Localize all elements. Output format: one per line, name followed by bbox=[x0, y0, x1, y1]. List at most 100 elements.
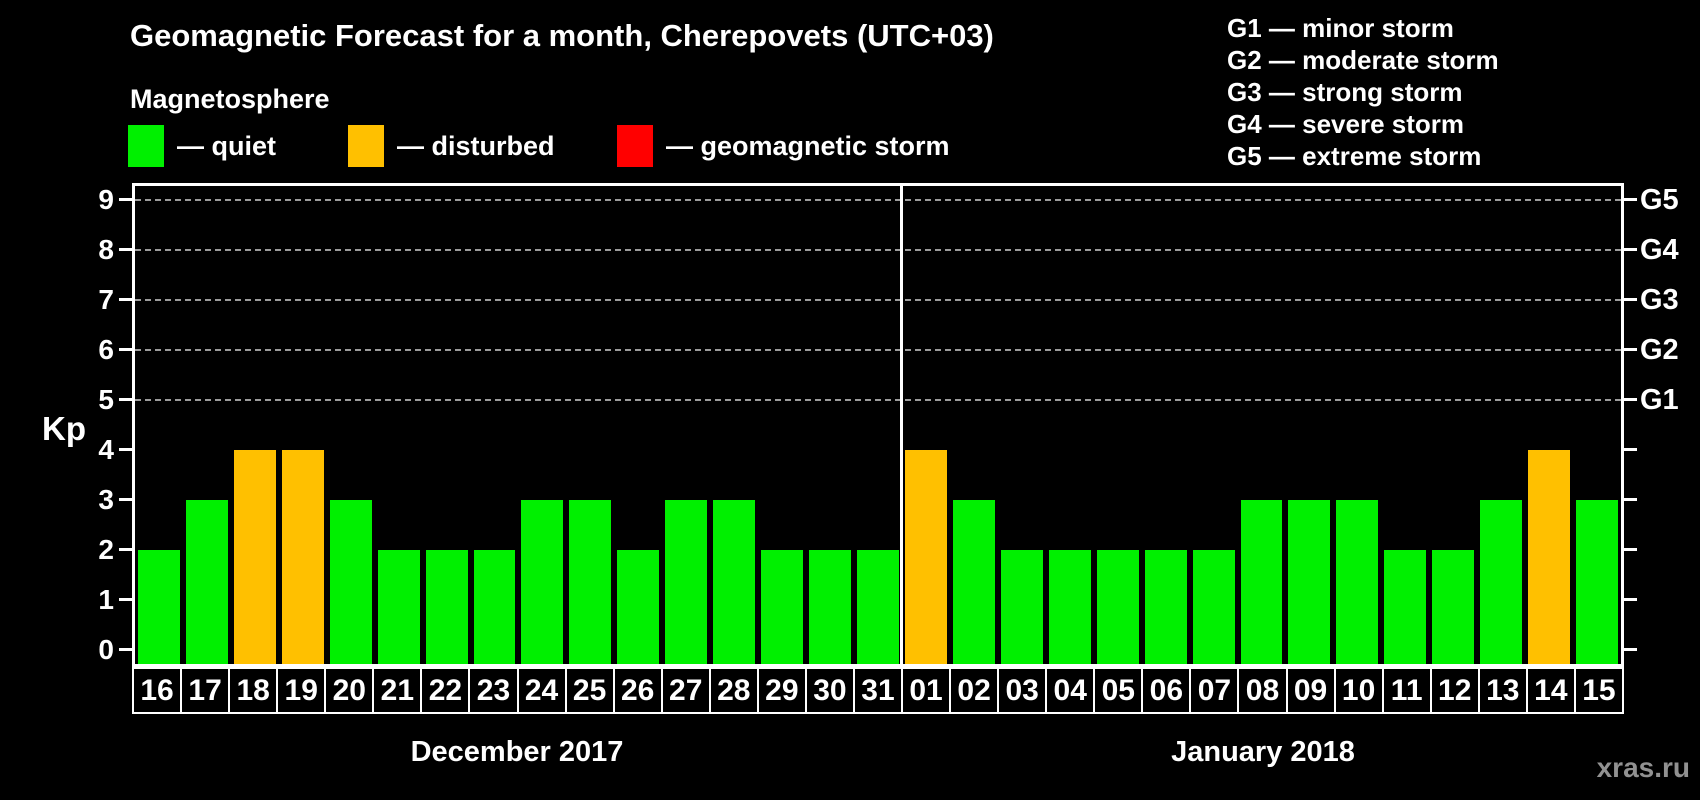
legend-swatch-quiet bbox=[128, 125, 164, 167]
day-label-cell: 24 bbox=[519, 669, 567, 712]
kp-bar bbox=[233, 450, 276, 664]
kp-bar bbox=[281, 450, 324, 664]
y-tick-left bbox=[119, 448, 132, 451]
day-label-cell: 03 bbox=[999, 669, 1048, 712]
y-tick-right bbox=[1624, 248, 1637, 251]
kp-bar bbox=[1288, 500, 1331, 664]
legend-swatch-storm bbox=[617, 125, 653, 167]
day-label-cell: 04 bbox=[1047, 669, 1096, 712]
magnetosphere-label: Magnetosphere bbox=[130, 84, 330, 114]
legend-label-storm: — geomagnetic storm bbox=[666, 130, 950, 161]
kp-bar bbox=[1240, 500, 1283, 664]
y-axis-label: 3 bbox=[98, 484, 114, 515]
gridline-kp9 bbox=[135, 199, 1621, 201]
kp-bar bbox=[809, 550, 852, 664]
day-label-cell: 20 bbox=[326, 669, 375, 712]
y-axis-label: 6 bbox=[98, 334, 114, 365]
month-label-january: January 2018 bbox=[1171, 736, 1355, 768]
storm-scale-item: G3 — strong storm bbox=[1227, 77, 1463, 107]
kp-bar bbox=[1528, 450, 1571, 664]
y-tick-right bbox=[1624, 648, 1637, 651]
day-label-cell: 26 bbox=[615, 669, 663, 712]
kp-bar bbox=[1336, 500, 1379, 664]
chart-title: Geomagnetic Forecast for a month, Cherep… bbox=[130, 18, 994, 53]
y-tick-left bbox=[119, 548, 132, 551]
day-label-cell: 27 bbox=[663, 669, 711, 712]
g-level-label-g3: G3 bbox=[1640, 284, 1679, 316]
day-label-cell: 15 bbox=[1582, 673, 1616, 707]
gridline-kp6 bbox=[135, 349, 1621, 351]
day-label-cell: 25 bbox=[567, 669, 615, 712]
day-axis-row: 16 17 18 19 20 21 22 23 24 25 26 27 28 29 30 31 01 02 03 04… bbox=[132, 667, 1624, 714]
day-label-cell: 02 bbox=[951, 669, 1000, 712]
y-tick-right bbox=[1624, 398, 1637, 401]
legend-label-quiet: — quiet bbox=[177, 130, 276, 161]
storm-scale-item: G1 — minor storm bbox=[1227, 13, 1454, 43]
kp-bar bbox=[473, 550, 516, 664]
y-tick-left bbox=[119, 198, 132, 201]
kp-bar bbox=[665, 500, 708, 664]
legend-swatch-disturbed bbox=[348, 125, 384, 167]
y-tick-right bbox=[1624, 198, 1637, 201]
y-tick-left bbox=[119, 298, 132, 301]
day-label-cell: 19 bbox=[278, 669, 327, 712]
y-tick-left bbox=[119, 398, 132, 401]
day-label-cell: 11 bbox=[1384, 669, 1432, 712]
day-label-cell: 08 bbox=[1239, 669, 1288, 712]
day-label-cell: 13 bbox=[1480, 669, 1528, 712]
kp-bar bbox=[185, 500, 228, 664]
storm-scale-legend: G1 — minor storm G2 — moderate storm G3 — … bbox=[1227, 12, 1499, 172]
kp-bar bbox=[569, 500, 612, 664]
plot-area bbox=[132, 183, 1624, 667]
day-label-cell: 07 bbox=[1191, 669, 1240, 712]
day-label-cell: 23 bbox=[470, 669, 519, 712]
y-tick-left bbox=[119, 248, 132, 251]
kp-bar bbox=[713, 500, 756, 664]
day-label-cell: 28 bbox=[711, 669, 759, 712]
day-label-cell: 30 bbox=[807, 669, 855, 712]
kp-bar bbox=[1480, 500, 1523, 664]
y-tick-right bbox=[1624, 448, 1637, 451]
kp-bar bbox=[1576, 500, 1618, 664]
y-axis-label: 5 bbox=[98, 384, 114, 415]
kp-bar bbox=[425, 550, 468, 664]
kp-bar bbox=[1432, 550, 1475, 664]
y-tick-right bbox=[1624, 598, 1637, 601]
watermark: xras.ru bbox=[1596, 752, 1690, 783]
y-axis-label: 9 bbox=[98, 184, 114, 215]
kp-bar bbox=[329, 500, 372, 664]
y-axis-label: 4 bbox=[98, 434, 114, 465]
y-tick-right bbox=[1624, 498, 1637, 501]
day-label-cell: 12 bbox=[1432, 669, 1480, 712]
day-label-cell: 09 bbox=[1288, 669, 1336, 712]
kp-bar bbox=[521, 500, 564, 664]
day-label-cell: 18 bbox=[230, 669, 279, 712]
kp-bar bbox=[857, 550, 899, 664]
month-label-december: December 2017 bbox=[410, 736, 624, 768]
day-label-cell: 29 bbox=[759, 669, 807, 712]
kp-bar bbox=[1096, 550, 1139, 664]
day-label-cell: 22 bbox=[422, 669, 471, 712]
kp-bar bbox=[952, 500, 995, 664]
kp-bar bbox=[761, 550, 804, 664]
gridline-kp5 bbox=[135, 399, 1621, 401]
kp-bar bbox=[138, 550, 180, 664]
y-tick-left bbox=[119, 598, 132, 601]
y-axis-label: 0 bbox=[98, 634, 114, 665]
storm-scale-item: G4 — severe storm bbox=[1227, 109, 1465, 139]
y-tick-right bbox=[1624, 298, 1637, 301]
legend-item-quiet: — quiet bbox=[128, 124, 276, 168]
g-level-label-g2: G2 bbox=[1640, 334, 1679, 366]
kp-bar bbox=[1000, 550, 1043, 664]
day-label-cell: 16 bbox=[134, 669, 183, 712]
g-level-label-g5: G5 bbox=[1640, 184, 1679, 216]
month-divider bbox=[900, 186, 904, 664]
day-label-cell: 31 bbox=[855, 669, 903, 712]
day-label-cell: 05 bbox=[1095, 669, 1144, 712]
day-label-cell: 06 bbox=[1143, 669, 1192, 712]
kp-axis-title: Kp bbox=[42, 410, 86, 447]
kp-bar bbox=[904, 450, 947, 664]
legend-label-disturbed: — disturbed bbox=[397, 130, 555, 161]
kp-bar bbox=[377, 550, 420, 664]
